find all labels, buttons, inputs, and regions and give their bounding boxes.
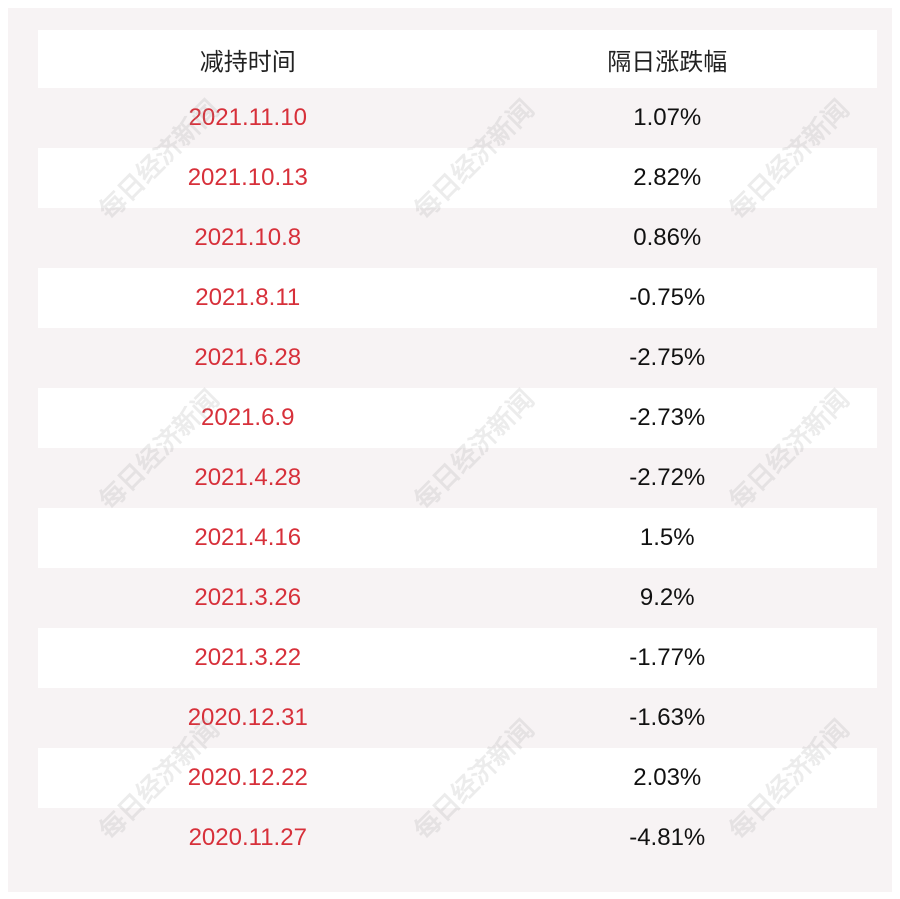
next-day-change: 2.82%	[633, 164, 702, 191]
table-header: 减持时间 隔日涨跌幅	[38, 30, 877, 88]
next-day-change: -2.73%	[629, 404, 706, 431]
reduction-date: 2021.8.11	[195, 284, 301, 311]
table-row: 2021.8.11 -0.75%	[38, 268, 877, 328]
next-day-change: 0.86%	[633, 224, 702, 251]
reduction-date: 2020.12.31	[187, 704, 308, 731]
reduction-date: 2021.10.8	[194, 224, 302, 251]
reduction-date: 2021.3.22	[194, 644, 302, 671]
table-row: 2021.10.8 0.86%	[38, 208, 877, 268]
table-row: 2021.10.13 2.82%	[38, 148, 877, 208]
table-row: 2021.6.28 -2.75%	[38, 328, 877, 388]
header-reduction-date: 减持时间	[199, 47, 296, 76]
next-day-change: -1.63%	[629, 704, 706, 731]
reduction-date: 2021.10.13	[187, 164, 308, 191]
reduction-date: 2020.12.22	[187, 764, 308, 791]
next-day-change: -1.77%	[629, 644, 706, 671]
next-day-change: 2.03%	[633, 764, 702, 791]
table-row: 2020.12.31 -1.63%	[38, 688, 877, 748]
reduction-date: 2021.4.28	[194, 464, 302, 491]
next-day-change: -2.72%	[629, 464, 706, 491]
reduction-date: 2020.11.27	[188, 824, 307, 851]
header-next-day-change: 隔日涨跌幅	[607, 47, 728, 76]
reduction-table: 减持时间 隔日涨跌幅 2021.11.10 1.07% 2021.10.13 2.82…	[38, 30, 877, 868]
table-row: 2021.11.10 1.07%	[38, 88, 877, 148]
next-day-change: 1.5%	[639, 524, 695, 551]
table-row: 2021.3.22 -1.77%	[38, 628, 877, 688]
table-row: 2021.4.16 1.5%	[38, 508, 877, 568]
table-row: 2021.4.28 -2.72%	[38, 448, 877, 508]
table-row: 2021.6.9 -2.73%	[38, 388, 877, 448]
next-day-change: 9.2%	[639, 584, 695, 611]
next-day-change: -2.75%	[629, 344, 706, 371]
next-day-change: 1.07%	[633, 104, 702, 131]
reduction-date: 2021.6.9	[201, 404, 295, 431]
table-row: 2020.11.27 -4.81%	[38, 808, 877, 868]
reduction-date: 2021.6.28	[194, 344, 302, 371]
table-row: 2020.12.22 2.03%	[38, 748, 877, 808]
table-row: 2021.3.26 9.2%	[38, 568, 877, 628]
reduction-date: 2021.4.16	[194, 524, 302, 551]
next-day-change: -4.81%	[629, 824, 706, 851]
next-day-change: -0.75%	[629, 284, 706, 311]
reduction-date: 2021.11.10	[188, 104, 307, 131]
reduction-date: 2021.3.26	[194, 584, 302, 611]
